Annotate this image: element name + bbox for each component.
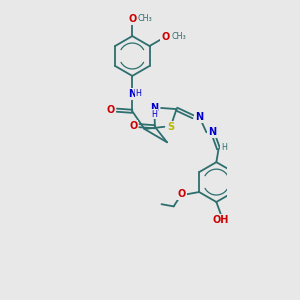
Text: H: H: [221, 143, 227, 152]
Text: O: O: [106, 105, 115, 115]
Text: N: N: [195, 112, 203, 122]
Text: OH: OH: [213, 215, 229, 225]
Text: CH₃: CH₃: [171, 32, 186, 41]
Text: O: O: [177, 189, 185, 199]
Text: O: O: [128, 14, 136, 24]
Text: H: H: [136, 89, 141, 98]
Text: O: O: [129, 121, 137, 131]
Text: O: O: [161, 32, 169, 42]
Text: H: H: [152, 110, 158, 119]
Text: S: S: [167, 122, 174, 132]
Text: N: N: [208, 127, 217, 137]
Text: N: N: [150, 103, 158, 113]
Text: CH₃: CH₃: [138, 14, 152, 23]
Text: N: N: [128, 88, 136, 99]
